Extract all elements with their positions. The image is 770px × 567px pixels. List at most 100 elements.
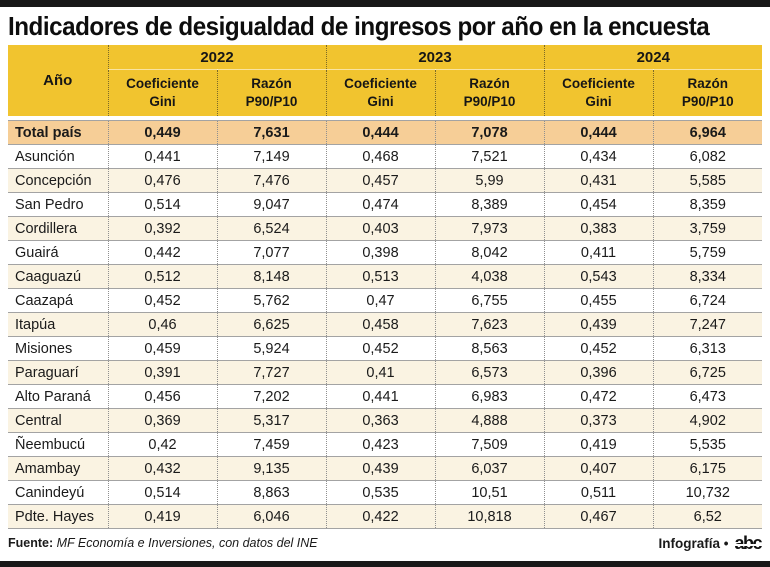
table-row: Caaguazú 0,512 8,148 0,513 4,038 0,543 8,334 <box>8 264 762 289</box>
source-text: MF Economía e Inversiones, con datos del… <box>56 536 318 550</box>
cell-value: 5,585 <box>652 168 762 193</box>
table-row: San Pedro 0,514 9,047 0,474 8,389 0,454 8,359 <box>8 192 762 217</box>
table-row: Amambay 0,432 9,135 0,439 6,037 0,407 6,175 <box>8 456 762 481</box>
cell-value: 10,732 <box>652 480 762 505</box>
cell-value: 0,543 <box>543 264 653 289</box>
cell-value: 5,535 <box>652 432 762 457</box>
cell-value: 0,474 <box>325 192 435 217</box>
cell-value: 5,924 <box>216 336 326 361</box>
row-label: Asunción <box>8 144 108 169</box>
cell-value: 7,149 <box>216 144 326 169</box>
cell-value: 0,449 <box>107 120 217 145</box>
cell-value: 0,439 <box>543 312 653 337</box>
subheader-gini-2022: Coeficiente Gini <box>107 69 217 116</box>
cell-value: 0,432 <box>107 456 217 481</box>
cell-value: 0,512 <box>107 264 217 289</box>
page-title: Indicadores de desigualdad de ingresos p… <box>8 11 710 41</box>
cell-value: 0,514 <box>107 192 217 217</box>
cell-value: 7,202 <box>216 384 326 409</box>
year-header-2024: 2024 <box>543 45 762 70</box>
cell-value: 6,037 <box>434 456 544 481</box>
subheader-ratio-2023: Razón P90/P10 <box>434 69 544 116</box>
table-row: Total país 0,449 7,631 0,444 7,078 0,444 6,964 <box>8 120 762 145</box>
cell-value: 9,135 <box>216 456 326 481</box>
cell-value: 7,459 <box>216 432 326 457</box>
row-label: Canindeyú <box>8 480 108 505</box>
cell-value: 8,042 <box>434 240 544 265</box>
row-label: Alto Paraná <box>8 384 108 409</box>
cell-value: 10,51 <box>434 480 544 505</box>
row-label: Itapúa <box>8 312 108 337</box>
cell-value: 4,038 <box>434 264 544 289</box>
cell-value: 0,419 <box>107 504 217 529</box>
cell-value: 0,441 <box>107 144 217 169</box>
cell-value: 0,452 <box>543 336 653 361</box>
cell-value: 4,902 <box>652 408 762 433</box>
row-label: Ñeembucú <box>8 432 108 457</box>
cell-value: 7,509 <box>434 432 544 457</box>
cell-value: 0,468 <box>325 144 435 169</box>
cell-value: 0,41 <box>325 360 435 385</box>
table-row: Caazapá 0,452 5,762 0,47 6,755 0,455 6,724 <box>8 288 762 313</box>
year-header-2022: 2022 <box>107 45 326 70</box>
cell-value: 8,359 <box>652 192 762 217</box>
cell-value: 0,472 <box>543 384 653 409</box>
row-label: Pdte. Hayes <box>8 504 108 529</box>
header-body-gap <box>8 116 762 121</box>
table-row: Asunción 0,441 7,149 0,468 7,521 0,434 6,082 <box>8 144 762 169</box>
inequality-table: Año 2022 2023 2024 Coeficiente Gini Razó… <box>8 45 762 529</box>
cell-value: 6,082 <box>652 144 762 169</box>
row-label: San Pedro <box>8 192 108 217</box>
table-row: Paraguarí 0,391 7,727 0,41 6,573 0,396 6,725 <box>8 360 762 385</box>
cell-value: 5,759 <box>652 240 762 265</box>
subheader-gini-2024: Coeficiente Gini <box>543 69 653 116</box>
table-row: Alto Paraná 0,456 7,202 0,441 6,983 0,472 6,47… <box>8 384 762 409</box>
row-label: Cordillera <box>8 216 108 241</box>
cell-value: 7,077 <box>216 240 326 265</box>
cell-value: 8,863 <box>216 480 326 505</box>
source-note: Fuente: MF Economía e Inversiones, con d… <box>8 536 318 550</box>
cell-value: 6,625 <box>216 312 326 337</box>
cell-value: 3,759 <box>652 216 762 241</box>
cell-value: 0,411 <box>543 240 653 265</box>
cell-value: 4,888 <box>434 408 544 433</box>
cell-value: 0,391 <box>107 360 217 385</box>
cell-value: 5,762 <box>216 288 326 313</box>
cell-value: 10,818 <box>434 504 544 529</box>
cell-value: 7,727 <box>216 360 326 385</box>
subheader-ratio-2024: Razón P90/P10 <box>652 69 762 116</box>
cell-value: 8,389 <box>434 192 544 217</box>
subheader-gini-2023: Coeficiente Gini <box>325 69 435 116</box>
table-row: Ñeembucú 0,42 7,459 0,423 7,509 0,419 5,535 <box>8 432 762 457</box>
cell-value: 0,444 <box>543 120 653 145</box>
cell-value: 0,422 <box>325 504 435 529</box>
cell-value: 0,42 <box>107 432 217 457</box>
cell-value: 0,459 <box>107 336 217 361</box>
cell-value: 0,454 <box>543 192 653 217</box>
cell-value: 0,513 <box>325 264 435 289</box>
cell-value: 0,535 <box>325 480 435 505</box>
table-row: Misiones 0,459 5,924 0,452 8,563 0,452 6,313 <box>8 336 762 361</box>
column-header-ano: Año <box>8 45 108 116</box>
table-row: Pdte. Hayes 0,419 6,046 0,422 10,818 0,467 6,5… <box>8 504 762 529</box>
cell-value: 6,725 <box>652 360 762 385</box>
row-label: Caazapá <box>8 288 108 313</box>
cell-value: 0,434 <box>543 144 653 169</box>
cell-value: 9,047 <box>216 192 326 217</box>
cell-value: 0,47 <box>325 288 435 313</box>
cell-value: 6,313 <box>652 336 762 361</box>
cell-value: 6,573 <box>434 360 544 385</box>
top-black-bar <box>0 0 770 7</box>
cell-value: 0,396 <box>543 360 653 385</box>
cell-value: 0,458 <box>325 312 435 337</box>
cell-value: 0,511 <box>543 480 653 505</box>
cell-value: 0,452 <box>325 336 435 361</box>
cell-value: 7,521 <box>434 144 544 169</box>
row-label: Misiones <box>8 336 108 361</box>
subheader-ratio-2022: Razón P90/P10 <box>216 69 326 116</box>
cell-value: 6,724 <box>652 288 762 313</box>
table-body: Total país 0,449 7,631 0,444 7,078 0,444 6,964… <box>8 116 762 529</box>
cell-value: 0,442 <box>107 240 217 265</box>
cell-value: 0,373 <box>543 408 653 433</box>
table-row: Central 0,369 5,317 0,363 4,888 0,373 4,902 <box>8 408 762 433</box>
